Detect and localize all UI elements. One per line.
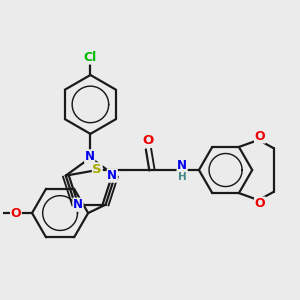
Text: O: O	[143, 134, 154, 147]
Text: N: N	[177, 159, 187, 172]
Text: Cl: Cl	[84, 51, 97, 64]
Text: S: S	[92, 163, 102, 176]
Text: H: H	[178, 172, 187, 182]
Text: N: N	[85, 150, 95, 163]
Text: O: O	[255, 130, 265, 143]
Text: N: N	[107, 169, 117, 182]
Text: O: O	[11, 206, 21, 220]
Text: N: N	[73, 198, 83, 211]
Text: O: O	[255, 197, 265, 210]
